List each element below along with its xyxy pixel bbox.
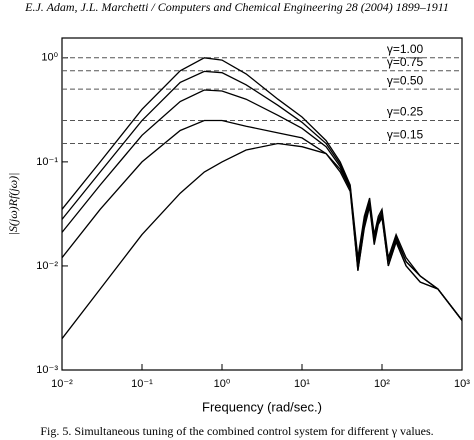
x-tick-label: 10³ (454, 378, 470, 390)
x-tick-label: 10¹ (294, 378, 310, 390)
curve (61, 89, 463, 321)
y-tick-label: 10⁰ (41, 52, 58, 64)
reference-label: γ=0.50 (387, 73, 424, 87)
y-tick-label: 10⁻³ (36, 364, 58, 376)
reference-label: γ=0.75 (387, 55, 424, 69)
x-axis-label: Frequency (rad/sec.) (202, 399, 322, 414)
plot-frame (61, 37, 463, 371)
running-header: E.J. Adam, J.L. Marchetti / Computers an… (24, 0, 449, 14)
reference-label: γ=0.25 (387, 105, 424, 119)
x-tick-label: 10² (374, 378, 390, 390)
y-axis-label: |S(jω)Rf(jω)| (6, 173, 20, 236)
curve (61, 57, 463, 321)
curve (61, 142, 463, 340)
y-tick-label: 10⁻² (36, 260, 58, 272)
y-tick-label: 10⁻¹ (36, 156, 58, 168)
figure-caption: Fig. 5. Simultaneous tuning of the combi… (40, 424, 433, 438)
x-tick-label: 10⁻² (51, 378, 73, 390)
reference-label: γ=0.15 (387, 128, 424, 142)
reference-label: γ=1.00 (387, 42, 424, 56)
curve (61, 119, 463, 321)
x-tick-label: 10⁰ (214, 378, 231, 390)
x-tick-label: 10⁻¹ (131, 378, 153, 390)
